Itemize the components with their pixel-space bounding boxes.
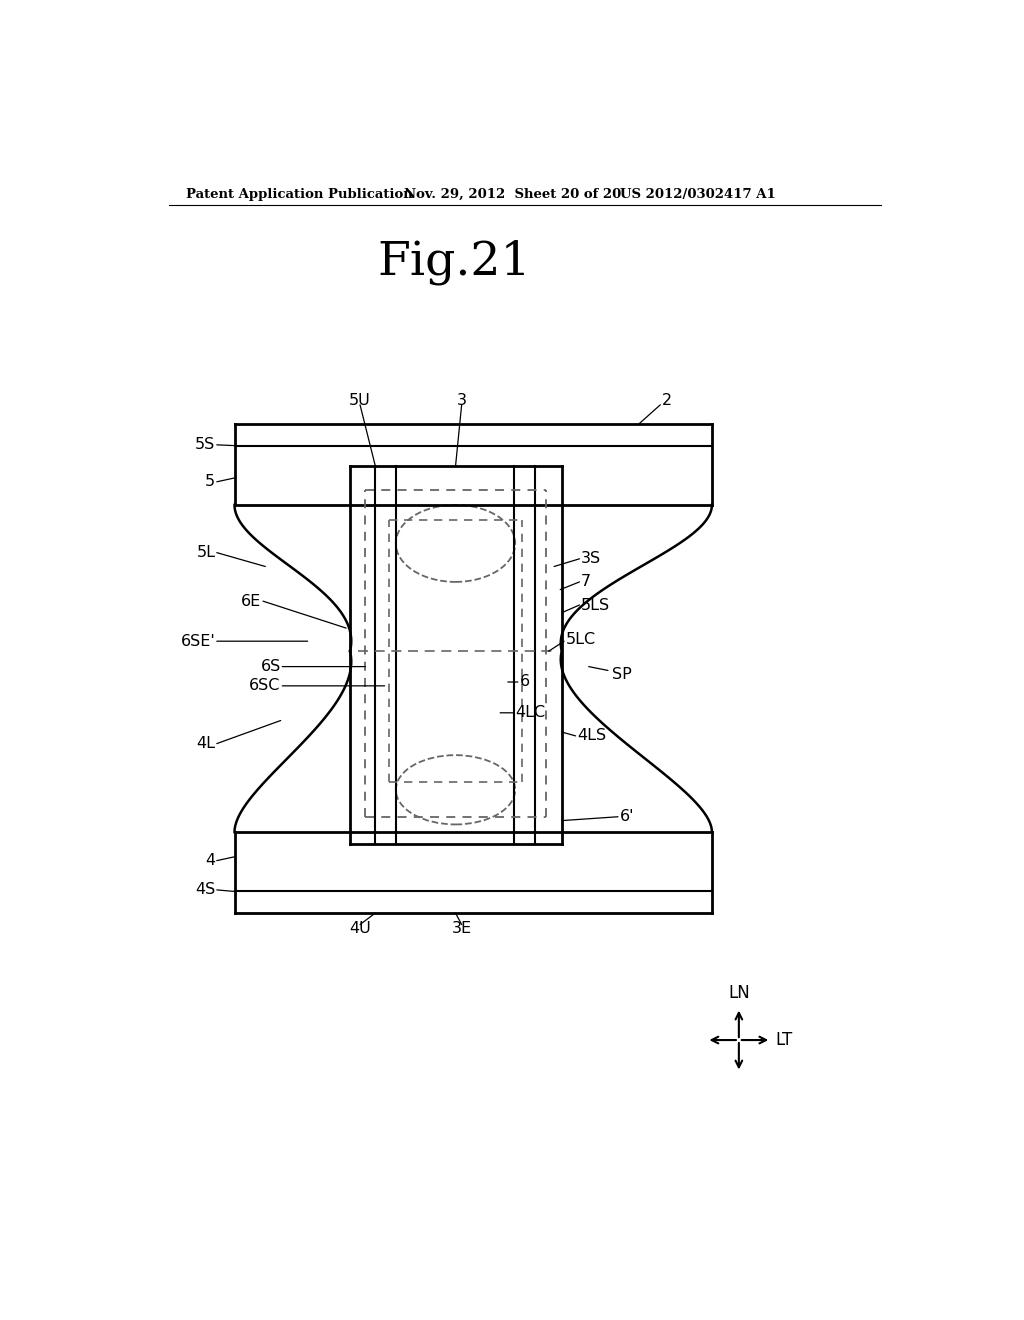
Text: 5LC: 5LC <box>565 632 596 647</box>
Text: 6SC: 6SC <box>249 678 281 693</box>
Text: 3E: 3E <box>452 921 472 936</box>
Text: 6E: 6E <box>242 594 261 609</box>
Text: 3S: 3S <box>581 552 601 566</box>
Text: 7: 7 <box>581 574 591 590</box>
Text: 3: 3 <box>457 393 467 408</box>
Text: 6SE': 6SE' <box>180 634 215 648</box>
Text: 5U: 5U <box>349 393 371 408</box>
Text: 6': 6' <box>620 809 634 824</box>
Text: 6S: 6S <box>260 659 281 675</box>
Text: SP: SP <box>611 667 632 682</box>
Text: 5: 5 <box>205 474 215 490</box>
Text: 5LS: 5LS <box>581 598 610 612</box>
Text: 5S: 5S <box>195 437 215 453</box>
Text: 4U: 4U <box>349 921 371 936</box>
Text: 4L: 4L <box>197 737 215 751</box>
Text: LT: LT <box>776 1031 793 1049</box>
Text: Nov. 29, 2012  Sheet 20 of 20: Nov. 29, 2012 Sheet 20 of 20 <box>403 187 622 201</box>
Text: 2: 2 <box>662 393 672 408</box>
Text: 4: 4 <box>205 853 215 869</box>
Text: LN: LN <box>728 983 750 1002</box>
Text: 5L: 5L <box>197 545 215 560</box>
Text: 4S: 4S <box>195 882 215 898</box>
Text: 4LS: 4LS <box>578 729 606 743</box>
Text: Fig.21: Fig.21 <box>377 239 530 285</box>
Text: 4LC: 4LC <box>515 705 546 721</box>
Text: Patent Application Publication: Patent Application Publication <box>186 187 413 201</box>
Text: 6: 6 <box>519 675 529 689</box>
Text: US 2012/0302417 A1: US 2012/0302417 A1 <box>620 187 775 201</box>
